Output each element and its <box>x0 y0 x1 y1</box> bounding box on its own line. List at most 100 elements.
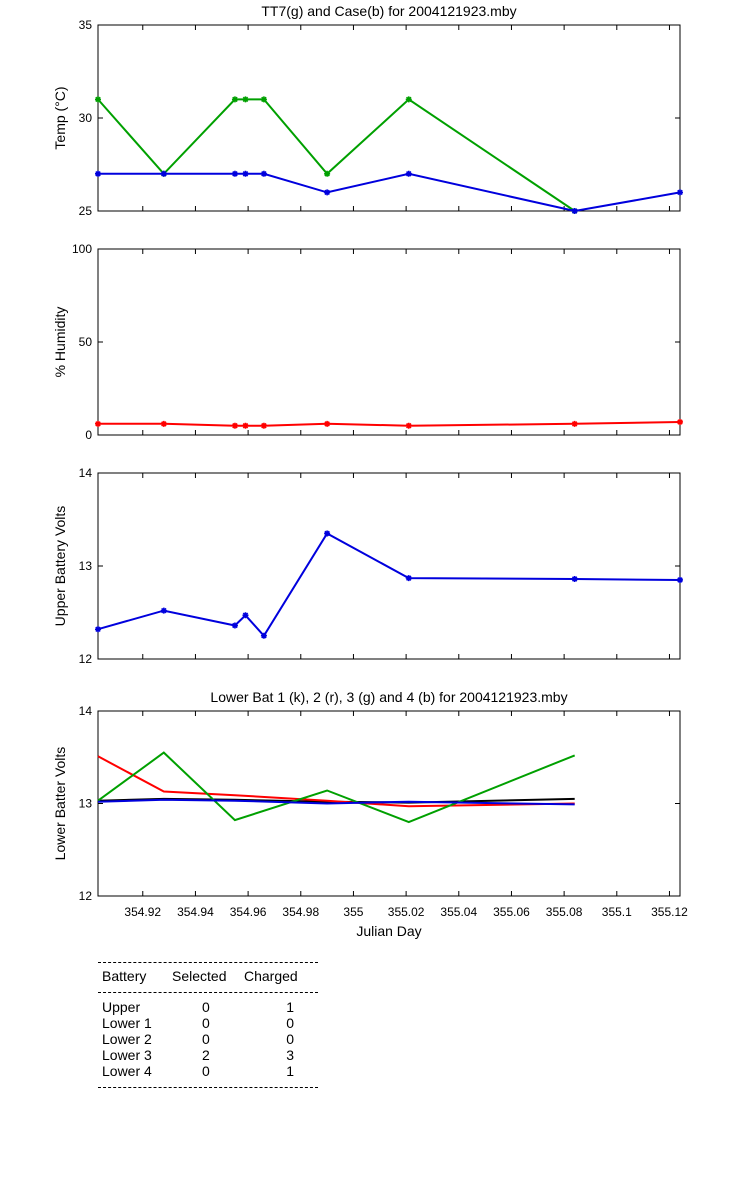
data-point <box>324 189 331 196</box>
table-rule-mid <box>98 992 318 993</box>
y-tick-label: 0 <box>85 428 92 442</box>
cell-selected: 2 <box>202 1047 210 1063</box>
cell-selected: 0 <box>202 1063 210 1079</box>
plot-frame <box>97 472 681 660</box>
data-point <box>677 418 683 425</box>
chart-title: Lower Bat 1 (k), 2 (r), 3 (g) and 4 (b) … <box>210 689 567 705</box>
cell-battery: Lower 1 <box>102 1015 152 1031</box>
table-header-row: Battery Selected Charged <box>98 963 318 992</box>
cell-charged: 0 <box>286 1015 294 1031</box>
table-row: Upper 0 1 <box>102 999 318 1015</box>
series-line <box>97 98 576 212</box>
data-point <box>95 96 101 103</box>
cell-selected: 0 <box>202 999 210 1015</box>
data-point <box>95 170 101 177</box>
y-tick-label: 13 <box>79 797 93 811</box>
x-tick-label: 355.12 <box>651 905 688 919</box>
y-tick-label: 13 <box>79 559 93 573</box>
y-tick-label: 50 <box>79 335 93 349</box>
y-tick-label: 14 <box>79 466 93 480</box>
plot-frame <box>97 248 681 436</box>
x-tick-label: 355.04 <box>440 905 477 919</box>
y-tick-label: 30 <box>79 111 93 125</box>
data-point <box>242 170 249 177</box>
y-axis-label: Lower Batter Volts <box>52 747 68 861</box>
data-point <box>95 420 101 427</box>
cell-selected: 0 <box>202 1015 210 1031</box>
series-line <box>97 532 681 638</box>
y-axis-label: Upper Battery Volts <box>52 506 68 627</box>
y-tick-label: 35 <box>79 18 93 32</box>
data-point <box>160 420 167 427</box>
x-tick-label: 355 <box>343 905 363 919</box>
data-point <box>231 170 238 177</box>
y-tick-label: 12 <box>79 652 93 666</box>
cell-charged: 0 <box>286 1031 294 1047</box>
y-axis-label: % Humidity <box>52 307 68 378</box>
y-tick-label: 100 <box>72 242 92 256</box>
table-row: Lower 4 0 1 <box>102 1063 318 1079</box>
table-rule-bottom <box>98 1087 318 1088</box>
series-line <box>98 172 681 213</box>
series-line <box>98 421 681 427</box>
data-point <box>571 576 578 583</box>
data-point <box>405 422 412 429</box>
data-point <box>405 575 412 582</box>
x-axis-label: Julian Day <box>356 923 421 939</box>
data-point <box>95 626 101 633</box>
x-tick-label: 355.02 <box>388 905 425 919</box>
cell-charged: 1 <box>286 1063 294 1079</box>
data-point <box>160 170 167 177</box>
data-point <box>571 420 578 427</box>
header-selected: Selected <box>172 968 227 984</box>
data-point <box>231 96 238 103</box>
data-point <box>231 622 238 629</box>
data-point <box>242 96 249 103</box>
data-point <box>260 632 267 639</box>
series-line <box>97 755 575 808</box>
table-row: Lower 1 0 0 <box>102 1015 318 1031</box>
header-charged: Charged <box>244 968 298 984</box>
table-row: Lower 3 2 3 <box>102 1047 318 1063</box>
header-battery: Battery <box>102 968 147 984</box>
y-axis-label: Temp (°C) <box>52 86 68 149</box>
data-point <box>677 189 683 196</box>
x-tick-label: 354.92 <box>124 905 161 919</box>
x-tick-label: 354.94 <box>177 905 214 919</box>
data-point <box>571 208 578 214</box>
plot-frame <box>97 710 681 897</box>
data-point <box>260 422 267 429</box>
data-point <box>677 576 683 583</box>
data-point <box>242 612 249 619</box>
series-line <box>97 751 576 824</box>
y-tick-label: 25 <box>79 204 93 218</box>
y-tick-label: 14 <box>79 704 93 718</box>
chart-title: TT7(g) and Case(b) for 2004121923.mby <box>261 3 516 19</box>
data-point <box>160 607 167 614</box>
data-point <box>405 96 412 103</box>
series-line <box>97 798 575 806</box>
cell-battery: Lower 2 <box>102 1031 152 1047</box>
x-tick-label: 355.1 <box>602 905 632 919</box>
data-point <box>405 170 412 177</box>
data-point <box>324 530 331 537</box>
cell-battery: Lower 3 <box>102 1047 152 1063</box>
data-point <box>260 96 267 103</box>
table-body: Upper 0 1 Lower 1 0 0 Lower 2 0 0 Lower … <box>98 993 318 1087</box>
cell-selected: 0 <box>202 1031 210 1047</box>
x-tick-label: 355.06 <box>493 905 530 919</box>
data-point <box>242 422 249 429</box>
data-point <box>231 422 238 429</box>
cell-battery: Upper <box>102 999 141 1015</box>
table-rule-top <box>98 962 318 963</box>
cell-battery: Lower 4 <box>102 1063 152 1079</box>
battery-table: Battery Selected Charged Upper 0 1 Lower… <box>98 962 318 1088</box>
x-tick-label: 355.08 <box>546 905 583 919</box>
data-point <box>324 170 331 177</box>
data-point <box>324 420 331 427</box>
x-tick-label: 354.96 <box>230 905 267 919</box>
data-point <box>260 170 267 177</box>
x-tick-label: 354.98 <box>282 905 319 919</box>
cell-charged: 3 <box>286 1047 294 1063</box>
